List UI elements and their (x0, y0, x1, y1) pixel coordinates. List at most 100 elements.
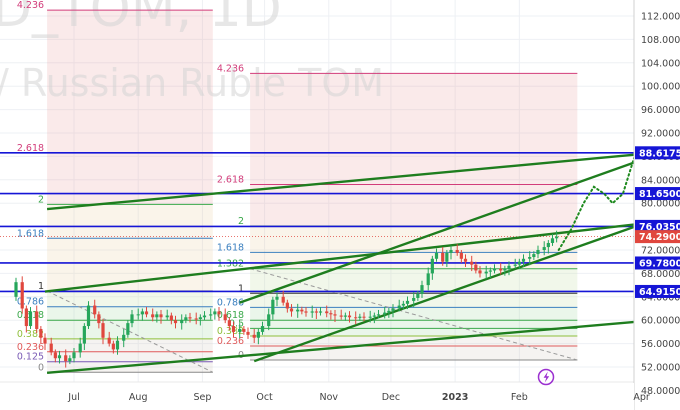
candle-body (499, 268, 503, 271)
current-price-label: 74.2900 (639, 232, 680, 243)
candle (521, 254, 526, 267)
time-axis-tick: Dec (382, 392, 400, 403)
candle-body (296, 309, 300, 312)
candle (470, 255, 474, 272)
candle (503, 265, 507, 276)
candle (275, 292, 279, 307)
candle-body (111, 343, 115, 350)
price-axis-tick: 96.0000 (641, 105, 680, 116)
candle (296, 303, 300, 318)
candle-body (267, 314, 271, 327)
candle-body (256, 331, 260, 338)
candle (434, 248, 439, 262)
candle (401, 300, 405, 310)
time-axis-tick: Jul (67, 392, 79, 403)
candle (513, 258, 517, 269)
candle (93, 299, 97, 319)
fib-level-label: 2 (238, 216, 244, 227)
price-level-label: 64.9150 (639, 287, 680, 298)
candle-body (300, 309, 304, 312)
candle-body (492, 268, 497, 271)
candle-body (130, 314, 134, 324)
candle (242, 326, 246, 335)
candle-body (434, 252, 439, 259)
candle-body (140, 311, 144, 315)
candle (53, 349, 57, 363)
candle-body (202, 315, 207, 318)
candle (474, 261, 478, 274)
candle (126, 320, 130, 338)
candle-body (97, 314, 101, 324)
candle (459, 250, 463, 263)
candle (430, 255, 434, 280)
fib-level-label: 0.786 (17, 297, 44, 308)
candle (35, 305, 39, 334)
fib-band (250, 268, 578, 294)
candle (194, 312, 198, 325)
candle (420, 280, 424, 298)
candle (82, 323, 86, 351)
candle-body (542, 247, 546, 250)
candle-body (93, 305, 97, 315)
trendline (46, 152, 642, 211)
candle-body (333, 314, 337, 316)
fib-band (250, 307, 578, 321)
time-axis[interactable]: Jul Aug Sep Oct Nov Dec 2023 Feb Apr (0, 383, 650, 410)
candle (122, 328, 126, 348)
price-axis-tick: 48.0000 (641, 386, 680, 397)
fib-band (47, 10, 213, 153)
current-price-label-bg (635, 230, 680, 244)
candle (271, 296, 275, 320)
fib-band (250, 252, 578, 269)
fib-diagonals (46, 268, 578, 373)
candle-body (532, 254, 536, 258)
fib-level-label: 1.382 (217, 259, 244, 270)
candle-body (14, 282, 18, 297)
candle-body (209, 314, 213, 316)
price-axis-tick: 100.0000 (641, 82, 680, 93)
candle (289, 304, 294, 317)
watermark-name: / Russian Ruble TOM (0, 61, 384, 105)
candle (151, 308, 155, 322)
candle (57, 350, 62, 364)
candle-body (463, 258, 468, 262)
candle-body (325, 311, 329, 314)
fib-level-label: 0.382 (17, 329, 44, 340)
fib-band (47, 338, 213, 352)
fib-level-label: 2 (38, 194, 44, 205)
candle (397, 299, 401, 312)
candle-body (426, 273, 430, 286)
price-axis[interactable]: 112.0000 108.0000 104.0000 100.0000 96.0000 9… (633, 0, 680, 410)
candle-body (354, 317, 358, 319)
fib-level-label: 1 (238, 283, 244, 294)
fib-band (47, 320, 213, 339)
candle (310, 305, 314, 318)
candle (546, 240, 550, 254)
alert-icon[interactable] (537, 368, 555, 386)
candle (64, 349, 68, 368)
fib-level-label: 0.236 (17, 342, 44, 353)
candle-body (78, 343, 82, 353)
candle (492, 264, 497, 274)
candle (24, 305, 28, 333)
candle (347, 311, 352, 323)
candle (532, 251, 536, 260)
time-axis-background (0, 383, 634, 410)
candle-body (35, 311, 39, 329)
candle-body (227, 320, 231, 327)
candle-body (86, 305, 91, 327)
price-axis-tick: 92.0000 (641, 129, 680, 140)
candle-body (314, 311, 318, 313)
candle-body (459, 252, 463, 259)
candle-body (68, 358, 72, 362)
price-axis-tick: 72.0000 (641, 246, 680, 257)
candle-body (188, 317, 192, 319)
candle-body (165, 315, 169, 318)
price-axis-tick: 104.0000 (641, 58, 680, 69)
price-axis-tick: 68.0000 (641, 269, 680, 280)
candle (550, 233, 555, 246)
candle (72, 347, 76, 363)
candle-body (310, 311, 314, 313)
candle-body (372, 315, 376, 317)
